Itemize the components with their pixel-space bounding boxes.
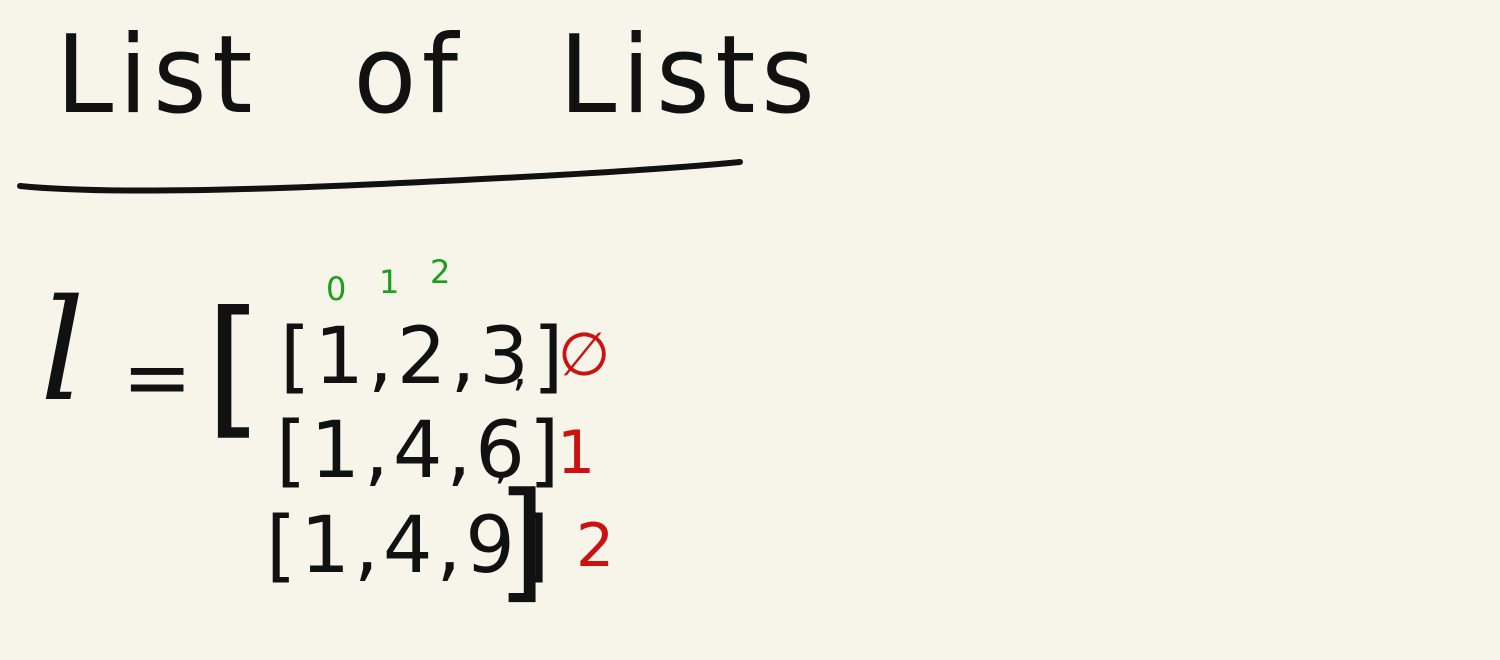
page-title: List of Lists: [56, 13, 821, 138]
equals-sign: =: [122, 328, 193, 426]
row-separator-comma: ,: [494, 434, 510, 490]
outer-close-bracket: ]: [496, 464, 547, 616]
variable-name: l: [40, 270, 85, 433]
row-index-label: 1: [557, 418, 596, 488]
column-index-label: 1: [379, 263, 400, 301]
inner-list-row-0: [1,2,3]: [280, 312, 568, 402]
row-separator-comma: ,: [512, 341, 528, 397]
inner-list-row-2: [1,4,9]: [266, 501, 554, 591]
outer-open-bracket: [: [205, 280, 264, 454]
inner-list-row-1: [1,4,6]: [276, 406, 564, 496]
column-index-label: 0: [326, 270, 347, 308]
title-underline-stroke: [17, 159, 743, 194]
row-index-label: ∅: [558, 320, 611, 390]
row-index-label: 2: [576, 511, 615, 581]
column-index-label: 2: [430, 253, 451, 291]
